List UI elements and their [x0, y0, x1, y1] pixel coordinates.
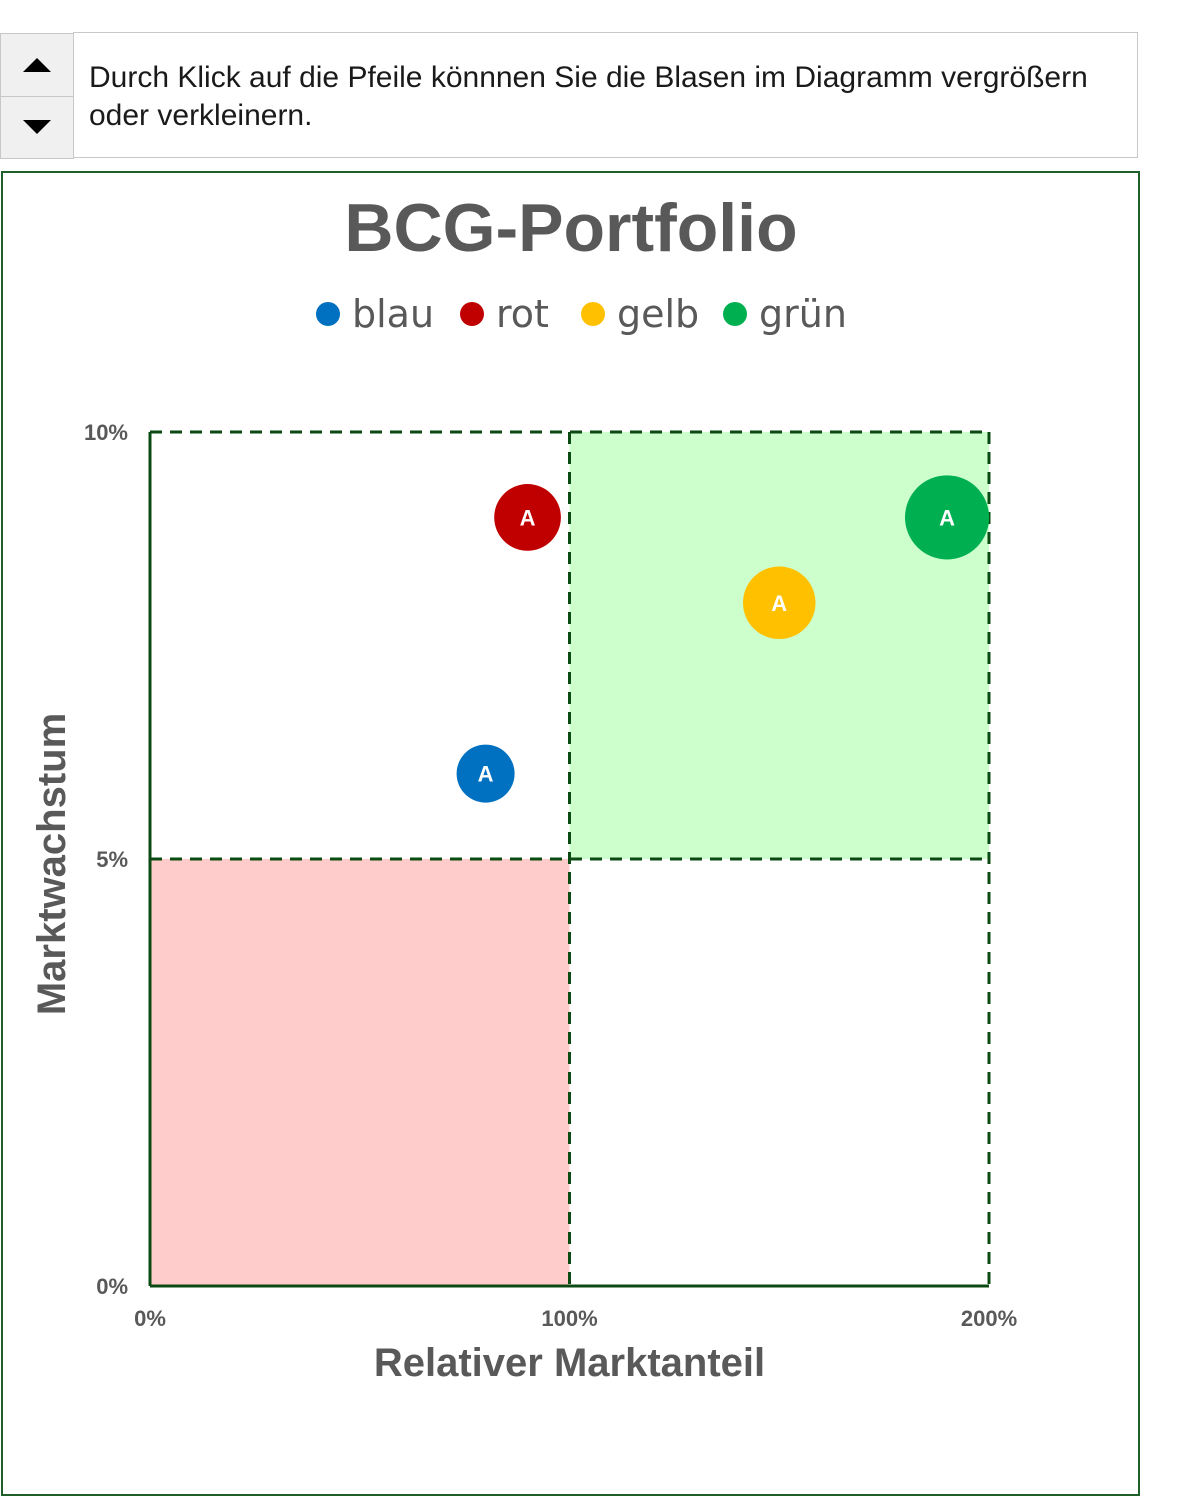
bubble-label-grün: A — [939, 505, 955, 530]
bubble-size-spinner — [0, 33, 74, 159]
legend-label-1: rot — [496, 292, 549, 336]
decrease-bubble-button[interactable] — [1, 96, 73, 158]
instruction-text: Durch Klick auf die Pfeile könnnen Sie d… — [89, 61, 1088, 132]
legend-marker-2 — [581, 302, 605, 326]
legend-label-3: grün — [759, 292, 847, 336]
bubble-label-blau: A — [478, 762, 494, 787]
bcg-portfolio-chart: BCG-Portfolio blau rot gelb grün 0% 5% 10% 0% 100… — [30, 190, 1017, 1385]
legend-label-2: gelb — [617, 292, 699, 336]
instruction-box: Durch Klick auf die Pfeile könnnen Sie d… — [73, 32, 1138, 158]
bubble-label-gelb: A — [771, 591, 787, 616]
legend-marker-3 — [723, 302, 747, 326]
bubble-rot — [494, 484, 561, 551]
bubble-label-rot: A — [520, 505, 536, 530]
x-axis-title: Relativer Marktanteil — [374, 1341, 765, 1385]
chart-title: BCG-Portfolio — [344, 190, 797, 266]
bubble-grün — [905, 475, 990, 560]
x-tick-label-1: 100% — [541, 1306, 597, 1331]
bubble-gelb — [743, 566, 816, 640]
legend-marker-0 — [316, 302, 340, 326]
quadrant-bottom-left — [150, 859, 570, 1286]
bubble-blau — [456, 744, 515, 803]
triangle-up-icon — [23, 58, 51, 72]
triangle-down-icon — [23, 120, 51, 134]
legend-label-0: blau — [352, 292, 434, 336]
x-tick-label-2: 200% — [961, 1306, 1017, 1331]
increase-bubble-button[interactable] — [1, 34, 73, 97]
legend-marker-1 — [460, 302, 484, 326]
x-tick-label-0: 0% — [134, 1306, 166, 1331]
y-tick-label-0: 0% — [96, 1274, 128, 1299]
y-tick-label-2: 10% — [84, 420, 128, 445]
chart-area: BCG-Portfolio blau rot gelb grün 0% 5% 10% 0% 100… — [1, 171, 1140, 1496]
y-tick-label-1: 5% — [96, 847, 128, 872]
y-axis-title: Marktwachstum — [30, 713, 74, 1015]
